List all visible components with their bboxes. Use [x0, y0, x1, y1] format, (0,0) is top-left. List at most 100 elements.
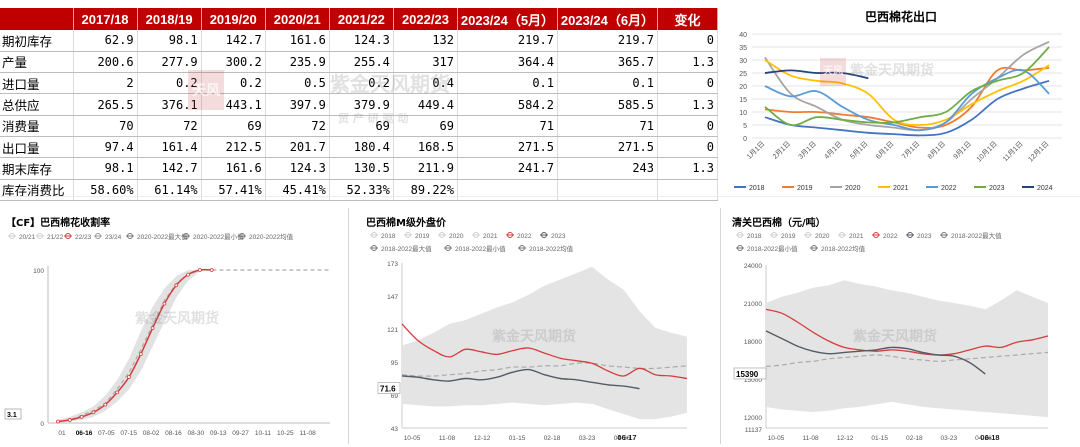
y-tick-label: 21000: [744, 301, 762, 308]
x-tick-label: 4月1日: [823, 140, 844, 161]
m-price-chart-panel: 巴西棉M级外盘价 2018 2019 2020 2021 2022 2023 2018-20…: [362, 208, 712, 447]
legend-label: 2020: [845, 185, 861, 192]
legend-label: 2020-2022最大值: [137, 232, 188, 241]
table-cell: 71: [457, 115, 558, 137]
table-cell: 241.7: [457, 157, 558, 180]
series-point: [79, 414, 84, 419]
x-tick-label: 02-18: [906, 435, 923, 442]
table-cell: 265.5: [73, 93, 138, 116]
table-row: 总供应 265.5 376.1 443.1 397.9 379.9 449.4 584.2 58…: [0, 93, 718, 116]
y-tick-label: 18000: [744, 339, 762, 346]
table-cell: 585.5: [557, 93, 658, 116]
x-tick-label: 01: [58, 430, 66, 437]
table-cell: 211.9: [393, 157, 459, 180]
y-tick-label: 43: [391, 426, 399, 433]
row-label: 期初库存: [0, 30, 74, 52]
table-cell: 219.7: [457, 30, 558, 52]
y-tick-label: 95: [391, 360, 399, 367]
x-tick-label: 6月1日: [874, 140, 895, 161]
table-cell: 0.2: [137, 72, 202, 95]
table-cell: 161.6: [265, 30, 330, 52]
x-tick-label: 10-11: [255, 430, 272, 437]
column-header: 2023/24（5月）: [457, 8, 558, 30]
last-value-label: 15390: [736, 370, 759, 379]
table-cell: 142.7: [201, 30, 266, 52]
cleared-price-chart-title: 清关巴西棉（元/吨）: [732, 218, 826, 229]
y-tick-label: 121: [387, 327, 398, 334]
y-tick-label: 20: [739, 84, 747, 91]
table-cell: 271.5: [457, 136, 558, 159]
y-tick-label: 24000: [744, 263, 762, 270]
legend-label: 20/21: [19, 234, 36, 241]
table-body: 期初库存 62.9 98.1 142.7 161.6 124.3 132 219.7 219.7…: [0, 30, 718, 201]
x-tick-label: 11月1日: [1001, 140, 1024, 163]
table-cell: 0: [657, 72, 718, 95]
table-cell: 0.1: [557, 72, 658, 95]
x-tick-label: 11-08: [802, 435, 819, 442]
panel-divider: [348, 208, 349, 444]
x-tick-label: 10月1日: [975, 140, 999, 164]
series-line-2022: [764, 68, 1050, 132]
series-line-2023: [401, 368, 640, 390]
x-tick-label: 07-05: [98, 430, 115, 437]
cleared-price-chart: 2018 2019 2020 2021 2022 2023 2018-2022最大值 2018…: [733, 231, 1049, 442]
table-cell: 0.4: [393, 72, 459, 95]
legend-label: 2018-2022均值: [821, 244, 866, 253]
legend-label: 2019: [781, 233, 796, 240]
y-tick-label: 11137: [745, 427, 762, 434]
table-cell: 124.3: [329, 30, 394, 52]
table-cell: 364.4: [457, 51, 558, 74]
series-line-mean: [57, 269, 330, 423]
x-tick-label: 06-17: [617, 433, 636, 442]
table-cell: 0.2: [201, 72, 266, 95]
legend-label: 2019: [797, 185, 813, 192]
table-cell: 98.1: [73, 157, 138, 180]
series-point: [91, 410, 96, 415]
legend-label: 2022: [941, 185, 957, 192]
legend-label: 2021: [893, 185, 909, 192]
x-tick-label: 12-12: [837, 435, 854, 442]
row-label: 消费量: [0, 115, 74, 137]
column-header: 2017/18: [73, 8, 138, 30]
legend-label: 21/22: [47, 234, 64, 241]
table-cell: 161.4: [137, 136, 202, 159]
table-cell: 0.5: [265, 72, 330, 95]
y-tick-label: 0: [743, 136, 747, 143]
x-tick-label: 07-15: [120, 430, 137, 437]
legend-label: 2021: [483, 233, 498, 240]
series-line-2021: [764, 59, 1050, 126]
table-cell: 0.2: [329, 72, 394, 95]
table-cell: 70: [73, 115, 138, 137]
series-point: [56, 419, 60, 424]
table-cell: 1.3: [657, 51, 718, 74]
exports-chart: 0 5 10 15 20 25 30 35 40 1月1日 2月1日 3月1日 4月1日 5月1日 6月1日…: [734, 32, 1062, 192]
legend-label: 2023: [551, 233, 566, 240]
series-line-mean: [765, 351, 1049, 367]
legend-label: 2022: [517, 233, 532, 240]
last-value-box: [733, 367, 767, 380]
x-tick-label: 01-15: [509, 435, 526, 442]
y-tick-label: 40: [739, 32, 747, 39]
table-cell: [657, 179, 718, 201]
panel-divider: [720, 208, 721, 444]
series-line-2019: [764, 66, 1050, 129]
legend-label: 2020-2022均值: [249, 232, 294, 241]
legend-label: 2018: [747, 233, 762, 240]
legend-label: 2020: [815, 233, 830, 240]
series-point: [150, 326, 155, 331]
table-cell: 219.7: [557, 30, 658, 52]
table-row: 库存消费比 58.60% 61.14% 57.41% 45.41% 52.33% 89.22…: [0, 179, 718, 201]
table-cell: 376.1: [137, 93, 202, 116]
table-cell: 255.4: [329, 51, 394, 74]
x-tick-label: 09-27: [232, 430, 249, 437]
y-tick-label: 0: [40, 421, 44, 428]
x-tick-label: 9月1日: [952, 140, 973, 161]
y-tick-label: 5: [743, 123, 747, 130]
x-tick-label: 10-05: [768, 435, 785, 442]
series-point: [127, 375, 131, 380]
series-point: [162, 301, 167, 306]
legend-label: 2020-2022最小值: [193, 232, 244, 241]
series-line-2022: [765, 308, 1049, 356]
table-cell: 201.7: [265, 136, 330, 159]
exports-chart-panel: 巴西棉花出口 0 5 10 15 20 25 30 35 40 1月1日 2月1日 3月1日 4月1日 5…: [722, 0, 1080, 196]
